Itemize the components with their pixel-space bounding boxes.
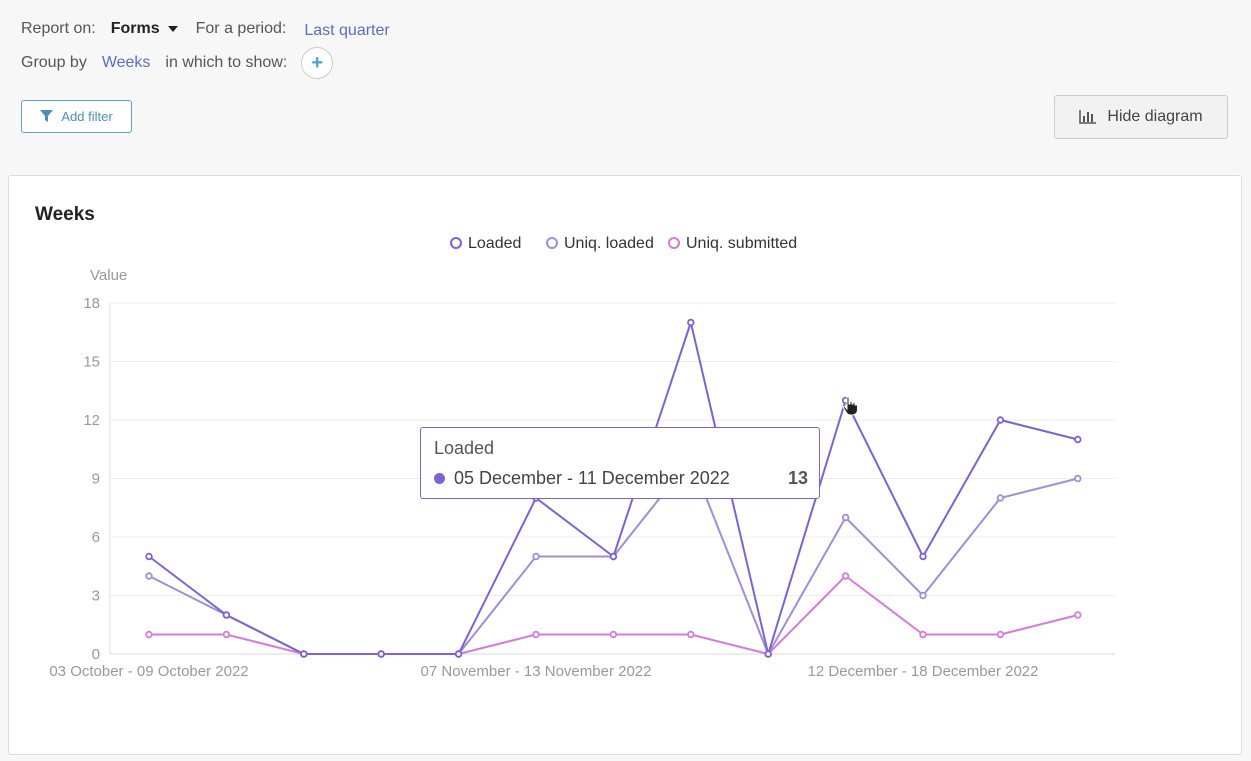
data-point (1074, 611, 1082, 619)
data-point (687, 318, 695, 327)
report-config-row: Report on: Forms For a period: Last quar… (21, 16, 390, 42)
x-tick-label: 12 December - 18 December 2022 (808, 663, 1039, 680)
x-tick-label: 07 November - 13 November 2022 (421, 663, 652, 680)
data-point (609, 630, 618, 639)
period-label: For a period: (195, 20, 287, 37)
hand-cursor-icon (842, 396, 858, 416)
filter-icon (40, 110, 54, 122)
data-point (609, 552, 618, 561)
y-tick-label: 6 (92, 529, 100, 546)
add-filter-button[interactable]: Add filter (21, 100, 132, 133)
legend-marker-icon (450, 237, 462, 249)
data-point (300, 650, 308, 658)
plus-icon: + (311, 51, 324, 74)
data-point (454, 650, 463, 658)
data-point (996, 630, 1005, 639)
y-tick-label: 12 (83, 412, 100, 429)
period-selector[interactable]: Last quarter (304, 22, 390, 39)
legend-marker-icon (668, 237, 680, 249)
data-point (996, 494, 1005, 502)
show-label: in which to show: (165, 54, 288, 71)
series-line-uniq-submitted (149, 575, 1079, 655)
data-point (1074, 474, 1082, 483)
legend-label: Loaded (468, 235, 521, 252)
report-on-label: Report on: (21, 20, 96, 37)
hide-diagram-label: Hide diagram (1107, 108, 1203, 125)
group-by-label: Group by (21, 54, 87, 71)
data-point (919, 552, 927, 561)
data-point (532, 552, 540, 561)
add-filter-label: Add filter (61, 109, 113, 124)
group-by-selector[interactable]: Weeks (101, 54, 151, 71)
x-tick-label: 03 October - 09 October 2022 (49, 663, 248, 680)
y-tick-label: 9 (92, 471, 100, 488)
y-tick-label: 3 (92, 588, 100, 605)
report-on-value: Forms (110, 20, 160, 37)
data-point (764, 650, 772, 658)
hide-diagram-button[interactable]: Hide diagram (1054, 95, 1228, 139)
series-line-loaded (148, 321, 1079, 655)
y-tick-label: 18 (83, 295, 100, 312)
y-axis-label: Value (90, 267, 127, 284)
data-point (532, 494, 540, 502)
data-point (996, 416, 1005, 424)
line-chart: Value 0 3 6 9 12 15 18 03 October - 09 October 2… (49, 235, 1115, 680)
data-point (377, 650, 385, 658)
data-point (687, 630, 695, 639)
legend-label: Uniq. loaded (564, 235, 654, 252)
data-point (145, 552, 153, 561)
y-tick-label: 0 (92, 646, 100, 663)
y-tick-label: 15 (83, 354, 100, 371)
chart-card: Weeks Value 0 3 6 9 12 15 18 03 October - 09 Oct… (8, 175, 1242, 755)
data-point (145, 572, 153, 580)
data-point (919, 630, 927, 639)
data-point (687, 455, 695, 463)
data-point (919, 591, 927, 600)
legend-marker-icon (546, 237, 558, 249)
report-on-dropdown[interactable]: Forms (111, 20, 178, 38)
data-point (1074, 435, 1082, 444)
data-point (532, 630, 540, 639)
caret-down-icon (167, 26, 178, 32)
group-config-row: Group by Weeks in which to show: + (21, 47, 334, 79)
bar-chart-icon (1079, 110, 1097, 124)
data-point (222, 611, 231, 619)
legend-label: Uniq. submitted (686, 235, 797, 252)
data-point (145, 630, 153, 639)
chart-title: Weeks (35, 204, 95, 225)
add-metric-button[interactable]: + (301, 47, 334, 79)
data-point (841, 572, 850, 580)
data-point (841, 513, 850, 522)
data-point (222, 630, 231, 639)
